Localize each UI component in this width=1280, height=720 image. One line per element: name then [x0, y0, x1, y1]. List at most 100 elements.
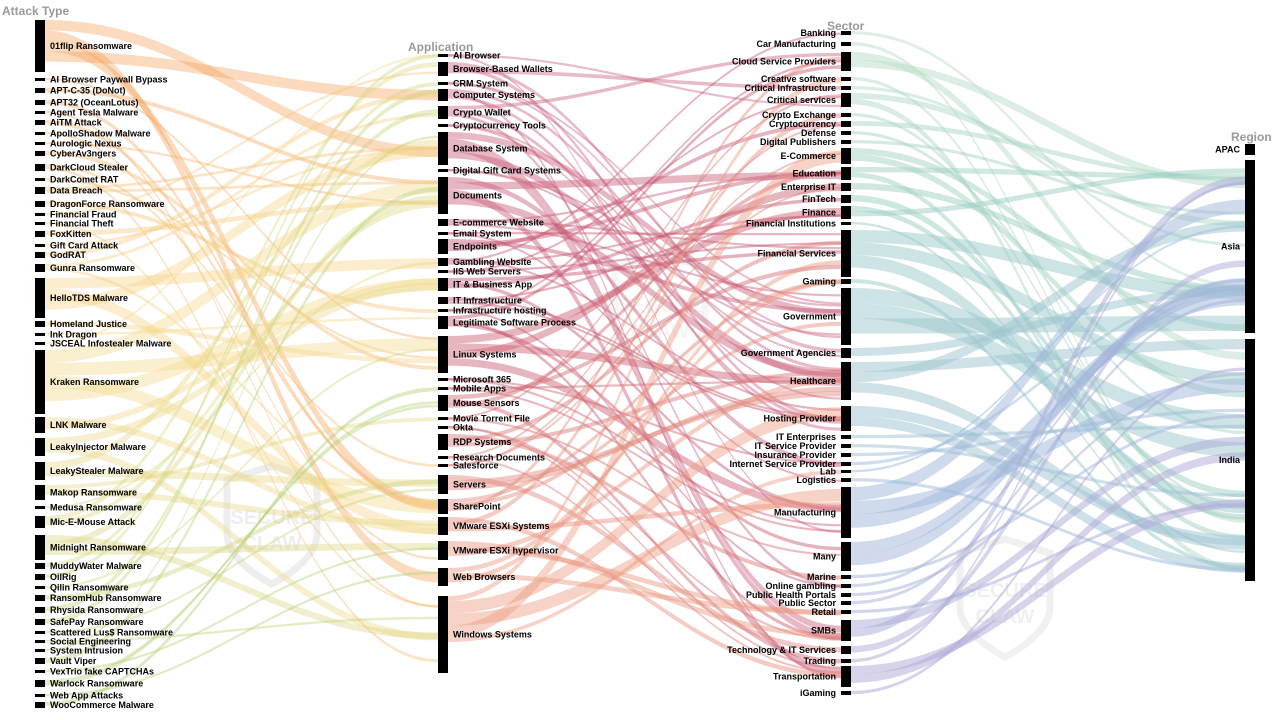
sankey-node[interactable]	[438, 417, 448, 420]
sankey-node[interactable]	[841, 113, 851, 117]
sankey-node[interactable]	[841, 691, 851, 695]
sankey-node[interactable]	[841, 610, 851, 614]
sankey-node[interactable]	[35, 111, 45, 114]
sankey-node[interactable]	[438, 258, 448, 266]
sankey-node[interactable]	[35, 563, 45, 569]
sankey-node[interactable]	[841, 52, 851, 71]
sankey-node[interactable]	[35, 586, 45, 589]
sankey-node[interactable]	[438, 568, 448, 586]
sankey-node[interactable]	[841, 453, 851, 457]
sankey-node[interactable]	[35, 120, 45, 125]
sankey-node[interactable]	[438, 169, 448, 172]
sankey-node[interactable]	[841, 444, 851, 448]
sankey-node[interactable]	[841, 666, 851, 687]
sankey-node[interactable]	[841, 288, 851, 345]
sankey-node[interactable]	[438, 82, 448, 85]
sankey-node[interactable]	[35, 333, 45, 336]
sankey-node[interactable]	[841, 86, 851, 90]
sankey-node[interactable]	[438, 309, 448, 312]
sankey-node[interactable]	[1245, 339, 1255, 581]
sankey-node[interactable]	[35, 231, 45, 237]
sankey-node[interactable]	[438, 596, 448, 673]
sankey-node[interactable]	[438, 387, 448, 390]
sankey-node[interactable]	[438, 541, 448, 560]
sankey-node[interactable]	[841, 131, 851, 135]
sankey-node[interactable]	[841, 183, 851, 191]
sankey-node[interactable]	[35, 244, 45, 247]
sankey-node[interactable]	[438, 132, 448, 165]
sankey-node[interactable]	[438, 62, 448, 76]
sankey-node[interactable]	[35, 640, 45, 643]
sankey-node[interactable]	[841, 575, 851, 579]
sankey-node[interactable]	[35, 670, 45, 673]
sankey-node[interactable]	[841, 140, 851, 144]
sankey-node[interactable]	[35, 178, 45, 181]
sankey-node[interactable]	[35, 151, 45, 156]
sankey-node[interactable]	[35, 535, 45, 560]
sankey-node[interactable]	[841, 167, 851, 180]
sankey-node[interactable]	[35, 213, 45, 216]
sankey-node[interactable]	[438, 177, 448, 214]
sankey-node[interactable]	[438, 499, 448, 514]
sankey-node[interactable]	[438, 232, 448, 235]
sankey-node[interactable]	[841, 42, 851, 46]
sankey-node[interactable]	[35, 506, 45, 509]
sankey-node[interactable]	[35, 187, 45, 194]
sankey-node[interactable]	[438, 124, 448, 127]
sankey-node[interactable]	[841, 659, 851, 663]
sankey-node[interactable]	[841, 148, 851, 164]
sankey-node[interactable]	[35, 350, 45, 414]
sankey-node[interactable]	[841, 77, 851, 81]
sankey-node[interactable]	[35, 438, 45, 456]
sankey-node[interactable]	[1245, 144, 1255, 155]
sankey-node[interactable]	[35, 278, 45, 318]
sankey-node[interactable]	[438, 434, 448, 450]
sankey-node[interactable]	[35, 78, 45, 81]
sankey-node[interactable]	[841, 601, 851, 605]
sankey-node[interactable]	[35, 222, 45, 225]
sankey-node[interactable]	[841, 195, 851, 203]
sankey-node[interactable]	[438, 270, 448, 273]
sankey-node[interactable]	[438, 464, 448, 467]
sankey-node[interactable]	[841, 542, 851, 571]
sankey-node[interactable]	[841, 31, 851, 35]
sankey-node[interactable]	[438, 336, 448, 373]
sankey-node[interactable]	[35, 164, 45, 171]
sankey-node[interactable]	[438, 517, 448, 535]
sankey-node[interactable]	[35, 201, 45, 207]
sankey-node[interactable]	[35, 680, 45, 687]
sankey-node[interactable]	[35, 417, 45, 433]
sankey-node[interactable]	[1245, 160, 1255, 333]
sankey-node[interactable]	[35, 649, 45, 652]
sankey-node[interactable]	[841, 478, 851, 482]
sankey-node[interactable]	[841, 487, 851, 538]
sankey-node[interactable]	[35, 574, 45, 580]
sankey-node[interactable]	[438, 378, 448, 381]
sankey-node[interactable]	[438, 106, 448, 119]
sankey-node[interactable]	[841, 206, 851, 219]
sankey-node[interactable]	[841, 462, 851, 466]
sankey-node[interactable]	[35, 462, 45, 480]
sankey-node[interactable]	[438, 278, 448, 291]
sankey-node[interactable]	[438, 475, 448, 494]
sankey-node[interactable]	[35, 658, 45, 664]
sankey-node[interactable]	[35, 20, 45, 72]
sankey-node[interactable]	[841, 470, 851, 473]
sankey-node[interactable]	[438, 297, 448, 304]
sankey-node[interactable]	[35, 252, 45, 258]
sankey-node[interactable]	[35, 88, 45, 93]
sankey-node[interactable]	[438, 89, 448, 101]
sankey-node[interactable]	[841, 362, 851, 400]
sankey-node[interactable]	[35, 485, 45, 500]
sankey-node[interactable]	[438, 395, 448, 411]
sankey-node[interactable]	[35, 342, 45, 345]
sankey-node[interactable]	[438, 456, 448, 459]
sankey-node[interactable]	[841, 620, 851, 641]
sankey-node[interactable]	[841, 435, 851, 439]
sankey-node[interactable]	[841, 406, 851, 431]
sankey-node[interactable]	[35, 631, 45, 634]
sankey-node[interactable]	[841, 279, 851, 284]
sankey-node[interactable]	[841, 93, 851, 107]
sankey-node[interactable]	[35, 132, 45, 135]
sankey-node[interactable]	[35, 516, 45, 528]
